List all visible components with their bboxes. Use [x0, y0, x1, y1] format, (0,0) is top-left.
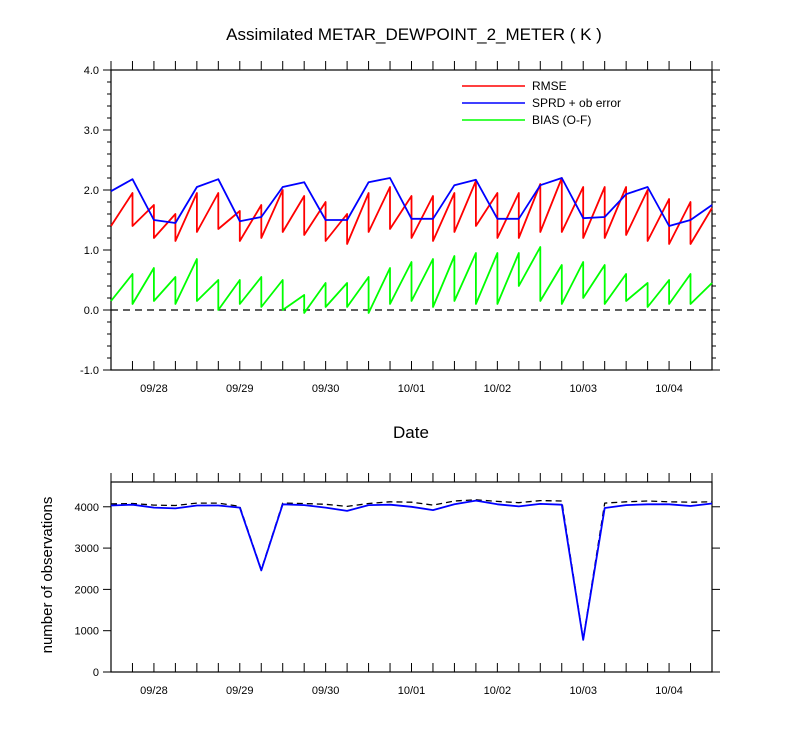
top-x-tick-label: 09/28	[140, 383, 168, 395]
bottom-x-tick-label: 10/01	[398, 685, 426, 697]
bottom-y-tick-label: 3000	[75, 543, 99, 555]
top-series-bias-o-f-	[110, 246, 713, 314]
bottom-y-tick-label: 2000	[75, 584, 99, 596]
y-axis-title-observations: number of observations	[39, 497, 56, 654]
top-y-tick-label: 3.0	[84, 125, 99, 137]
bottom-x-tick-label: 10/02	[484, 685, 512, 697]
top-y-tick-label: -1.0	[80, 365, 99, 377]
legend: RMSE SPRD + ob error BIAS (O-F)	[462, 79, 621, 127]
top-y-tick-label: 2.0	[84, 185, 99, 197]
top-x-tick-label: 10/03	[569, 383, 597, 395]
top-x-tick-label: 10/02	[484, 383, 512, 395]
bottom-x-tick-label: 09/29	[226, 685, 254, 697]
bottom-series-assimilated	[110, 499, 713, 641]
bottom-plot-area: 09/28 09/29 09/30 10/01 10/02 10/03 10/04 0 1000…	[75, 473, 720, 697]
top-series-rmse	[110, 177, 713, 245]
top-x-tick-label: 09/30	[312, 383, 340, 395]
top-y-tick-label: 4.0	[84, 65, 99, 77]
x-axis-title: Date	[393, 423, 429, 442]
top-plot-area: 09/28 09/29 09/30 10/01 10/02 10/03 10/04 -1.0 0…	[80, 61, 720, 395]
bottom-y-tick-label: 0	[93, 667, 99, 679]
legend-label-bias: BIAS (O-F)	[532, 113, 591, 127]
legend-label-rmse: RMSE	[532, 79, 567, 93]
bottom-frame	[110, 481, 713, 673]
chart-title: Assimilated METAR_DEWPOINT_2_METER ( K )	[226, 25, 602, 44]
bottom-x-tick-label: 10/04	[655, 685, 683, 697]
bottom-x-tick-label: 09/28	[140, 685, 168, 697]
top-y-tick-label: 0.0	[84, 305, 99, 317]
top-y-tick-label: 1.0	[84, 245, 99, 257]
bottom-series-possible	[110, 499, 713, 640]
bottom-y-tick-label: 4000	[75, 502, 99, 514]
top-x-tick-label: 10/01	[398, 383, 426, 395]
bottom-x-tick-label: 10/03	[569, 685, 597, 697]
top-series-sprd-ob-error	[110, 177, 713, 227]
bottom-x-tick-label: 09/30	[312, 685, 340, 697]
top-x-tick-label: 09/29	[226, 383, 254, 395]
legend-label-sprd: SPRD + ob error	[532, 96, 621, 110]
top-x-tick-label: 10/04	[655, 383, 683, 395]
bottom-y-tick-label: 1000	[75, 626, 99, 638]
